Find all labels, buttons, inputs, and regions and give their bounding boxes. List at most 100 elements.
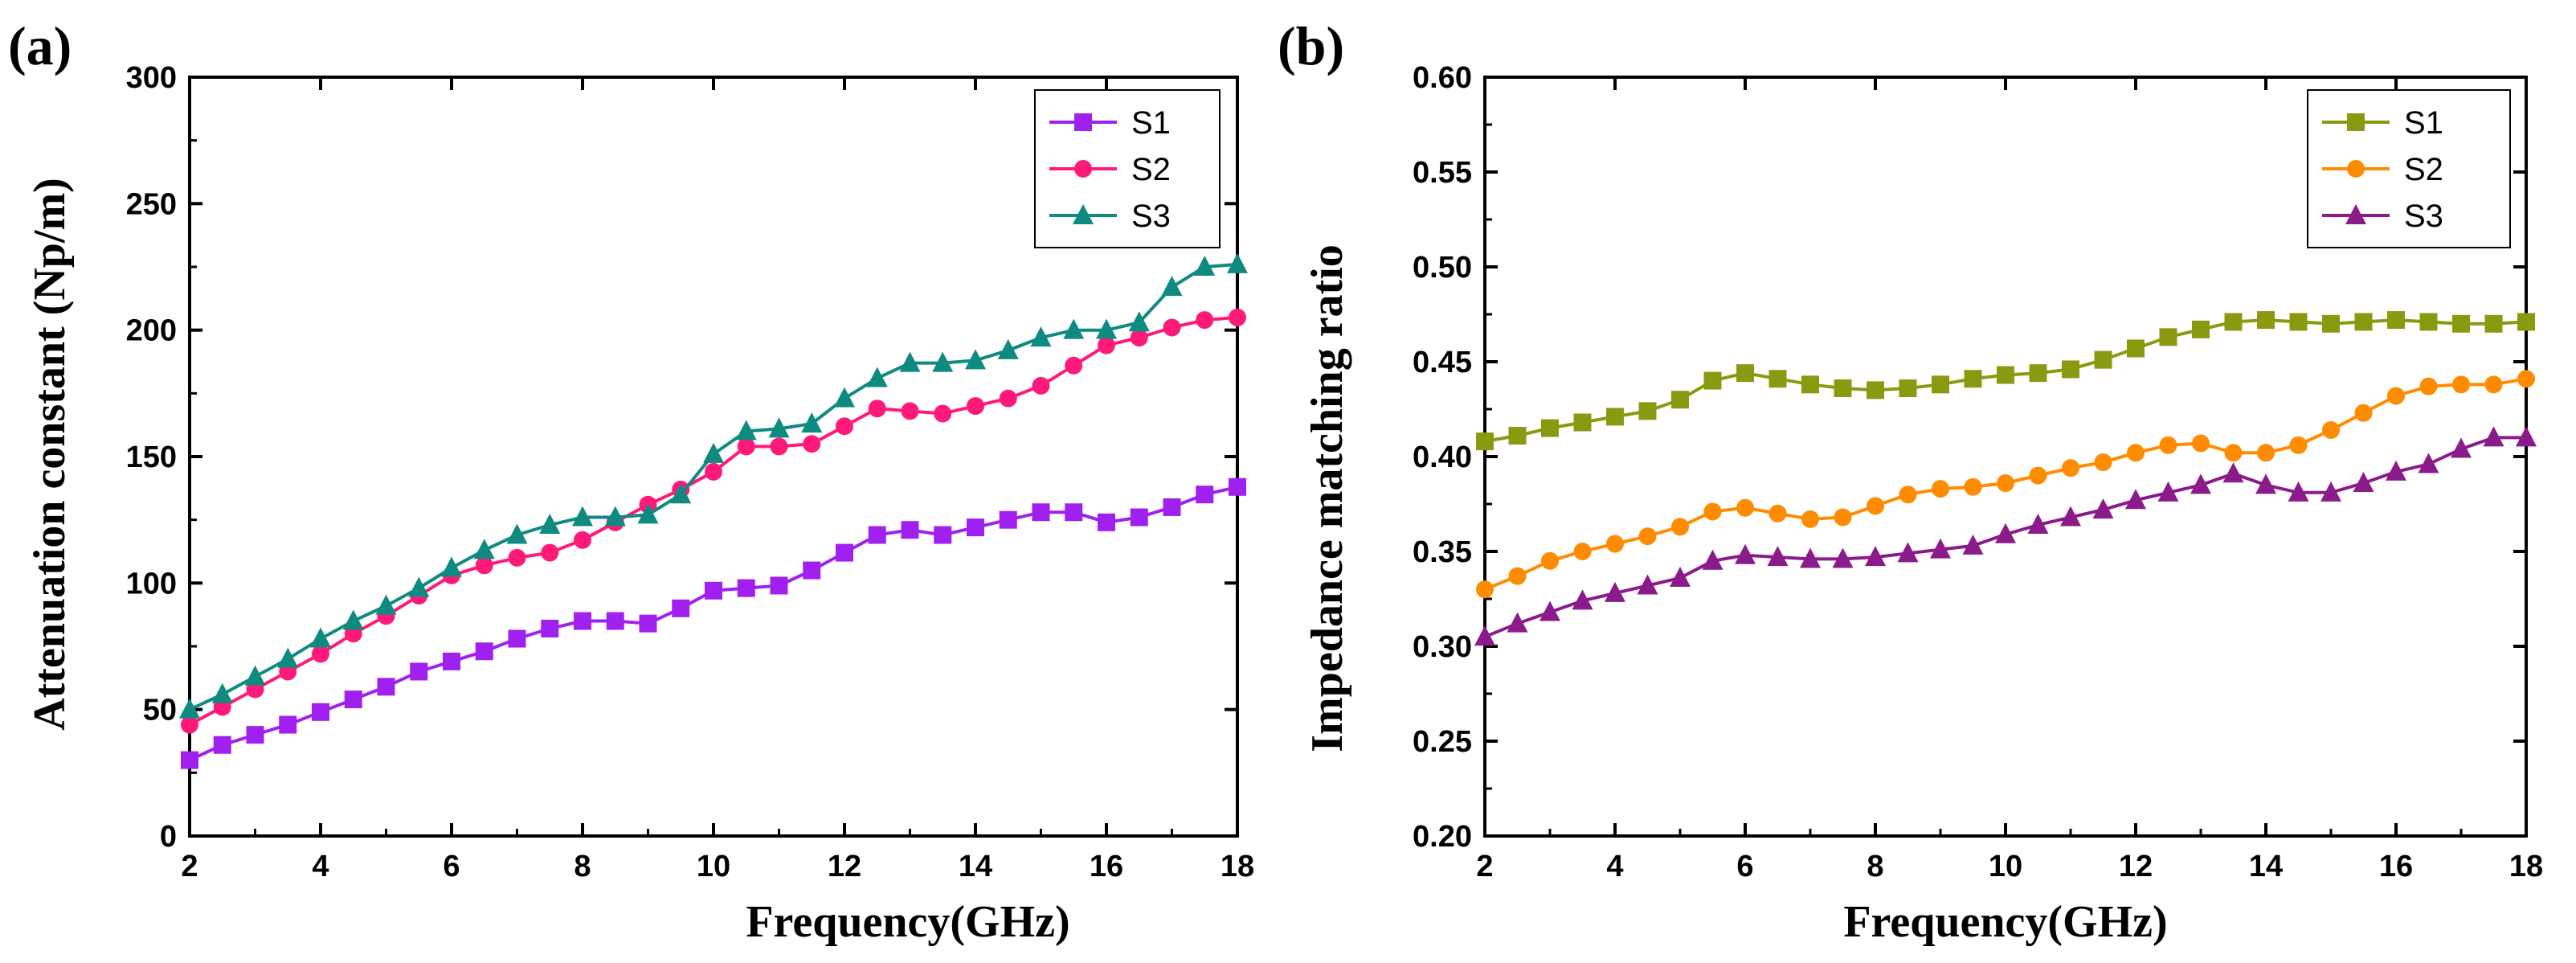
panel-a-series-s3-point xyxy=(604,506,626,527)
panel-b-series-s1-point xyxy=(2387,311,2405,330)
panel-b-series-s3-point xyxy=(2255,473,2276,494)
panel-a-series-s3-point xyxy=(1227,252,1248,273)
panel-b-series-s2-point xyxy=(2094,453,2112,472)
panel-a-series-s3-point xyxy=(506,523,528,544)
panel-a-series-s3-point xyxy=(310,627,331,648)
panel-b-series-s3-point xyxy=(1702,549,1723,570)
panel-a-series-s3-point xyxy=(834,387,855,408)
panel-b-series-s2-point xyxy=(2484,375,2503,394)
panel-a-series-s3-point xyxy=(375,594,397,615)
panel-b-series-s3-point xyxy=(1930,538,1951,559)
panel-a-legend: S1 S2 S3 xyxy=(1034,89,1221,248)
panel-b-series-s3-point xyxy=(1897,542,1919,563)
panel-a-y-tick-label: 250 xyxy=(126,187,177,221)
panel-b-series-s3-point xyxy=(1474,625,1495,646)
panel-b-series-s1-point xyxy=(1671,391,1689,409)
panel-b-series-s3-point xyxy=(1995,522,2016,543)
panel-b-series-s2-point xyxy=(2062,459,2079,477)
panel-b-legend-swatch-marker xyxy=(2347,113,2365,131)
panel-a-series-s3-point xyxy=(211,682,233,703)
panel-a-series-s1-point xyxy=(1229,477,1246,496)
panel-a-series-s2-point xyxy=(737,437,755,456)
panel-a-series-s2-point xyxy=(803,435,821,453)
panel-b-series-s2-point xyxy=(1703,502,1722,521)
panel-b-series-s2-point xyxy=(1638,527,1657,546)
panel-a-series-s3-point xyxy=(670,483,692,504)
panel-b-series-s2-point xyxy=(2192,434,2210,453)
panel-b-series-s1-point xyxy=(2452,314,2470,333)
panel-b-series-s3-point xyxy=(1767,546,1789,567)
panel-a-series-s2-point xyxy=(1196,311,1214,330)
panel-a-series-s1-point xyxy=(1130,508,1148,527)
panel-a-x-tick-label: 16 xyxy=(1090,850,1123,883)
panel-a-x-tick-label: 12 xyxy=(828,850,861,883)
panel-b-series-s2-point xyxy=(1736,498,1754,517)
panel-b-series-s2-point xyxy=(1964,477,1982,496)
panel-a-x-tick-label: 8 xyxy=(574,850,591,883)
panel-b-series-s3-point xyxy=(2157,481,2179,502)
panel-a-y-tick-label: 200 xyxy=(126,314,177,348)
panel-b-series-s1-point xyxy=(2484,314,2503,333)
panel-b-series-s1-point xyxy=(1834,379,1852,398)
panel-b-series-s2-point xyxy=(2257,444,2275,462)
panel-b-series-s1-point xyxy=(2029,364,2047,383)
panel-b-series-s3-point xyxy=(1572,589,1593,610)
panel-b-series-s1-point xyxy=(2062,360,2079,379)
panel-a-series-s2-point xyxy=(508,548,526,567)
panel-a-series-s1-point xyxy=(1065,503,1083,522)
panel-b-series-s3-point xyxy=(2353,472,2374,493)
panel-b-x-tick-label: 10 xyxy=(1989,850,2022,883)
panel-b-legend-label: S3 xyxy=(2404,199,2443,234)
panel-a-y-tick-label: 100 xyxy=(126,567,177,600)
panel-b-series-s2-point xyxy=(1573,543,1592,560)
panel-a-series-s2-point xyxy=(1163,318,1181,337)
panel-b-series-s2-point xyxy=(1671,518,1689,536)
panel-a-x-tick-label: 10 xyxy=(697,850,730,883)
panel-b-series-s2-point xyxy=(1541,551,1559,570)
panel-b: (b) Frequency(GHz) Impedance matching ra… xyxy=(1278,15,2543,947)
panel-b-series-s3-point xyxy=(2027,513,2049,534)
panel-b-x-tick-label: 14 xyxy=(2249,850,2283,883)
panel-a-legend-swatch-marker xyxy=(1074,160,1092,178)
panel-a-y-tick-label: 50 xyxy=(143,694,177,727)
panel-b-series-s1-point xyxy=(1768,370,1787,388)
panel-a-legend-swatch-marker xyxy=(1074,113,1092,131)
panel-b-series-s3-point xyxy=(2320,481,2341,502)
panel-a-series-s1-point xyxy=(934,526,952,544)
panel-b-series-s2-point xyxy=(2224,444,2243,462)
panel-b-series-s3-point xyxy=(1507,612,1528,633)
panel-a-series-s2-point xyxy=(475,556,493,575)
panel-a-series-s3-point xyxy=(703,442,724,463)
panel-b-y-tick-label: 0.40 xyxy=(1413,441,1472,474)
panel-b-legend-swatch-marker xyxy=(2347,160,2365,178)
panel-a-series-s1-point xyxy=(803,561,821,580)
panel-a-y-tick-label: 0 xyxy=(160,820,177,854)
panel-b-series-s1-point xyxy=(1867,381,1884,400)
panel-b-x-tick-label: 4 xyxy=(1606,850,1623,883)
panel-a-series-s3-point xyxy=(277,647,299,668)
panel-a-series-s2-point xyxy=(999,389,1017,408)
panel-a-series-s3-point xyxy=(539,513,561,534)
panel-b-legend-label: S1 xyxy=(2404,105,2443,141)
panel-a-series-s1-point xyxy=(508,629,526,648)
panel-a-series-s3 xyxy=(179,252,1248,719)
panel-b-y-tick-label: 0.60 xyxy=(1413,61,1472,95)
panel-a-series-s1-point xyxy=(213,736,231,754)
panel-b-series-s3-point xyxy=(2125,489,2146,510)
panel-a-series-s3-point xyxy=(473,539,495,559)
panel-a-series-s2-point xyxy=(901,402,919,420)
panel-a-legend-label: S1 xyxy=(1131,105,1171,141)
panel-b-series-s3-point xyxy=(1800,547,1821,568)
panel-a-x-tick-label: 6 xyxy=(443,850,460,883)
panel-a-x-axis-title: Frequency(GHz) xyxy=(746,897,1069,947)
panel-a-series-s3-point xyxy=(1161,276,1183,297)
panel-a-series-s3-point xyxy=(408,576,430,597)
panel-a-series-s3-point xyxy=(932,351,954,372)
panel-a-series-s1-point xyxy=(475,642,493,661)
panel-b-series-s1-point xyxy=(1606,408,1624,426)
panel-a-series-s3-point xyxy=(441,556,462,577)
panel-a-y-axis-title: Attenuation constant (Np/m) xyxy=(25,178,75,731)
panel-b-series-s3-point xyxy=(2288,481,2309,502)
panel-b-series-s1-point xyxy=(1899,379,1917,398)
panel-a-y-tick-label: 300 xyxy=(126,61,177,95)
